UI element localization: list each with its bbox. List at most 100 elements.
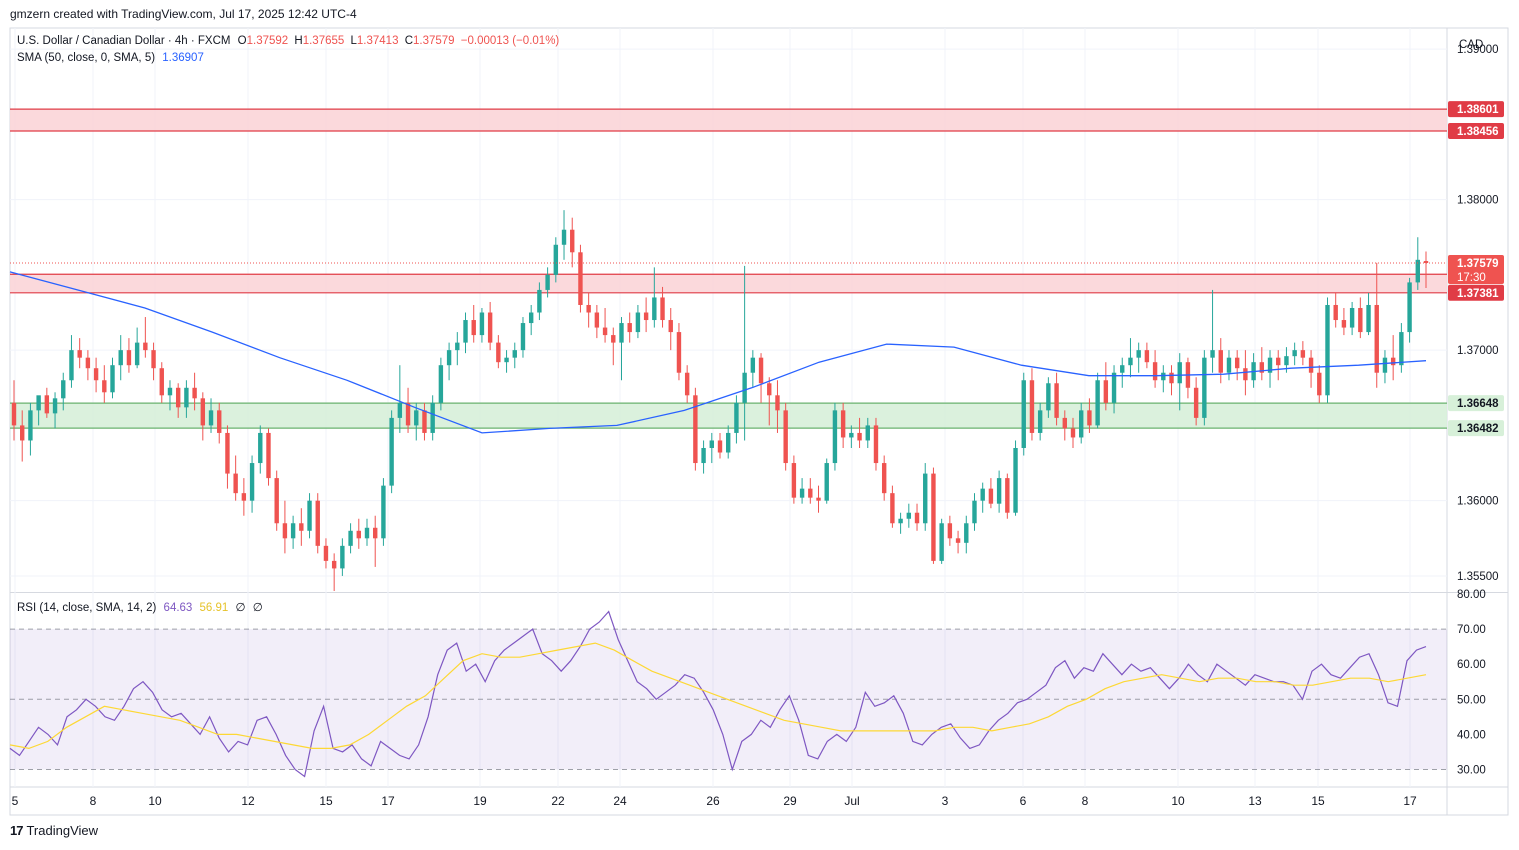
price-legend: U.S. Dollar / Canadian Dollar · 4h · FXC…	[17, 35, 559, 47]
candle-body	[832, 410, 838, 464]
candle-body	[1259, 362, 1265, 373]
candle-body	[1120, 365, 1125, 373]
candle-body	[1193, 387, 1199, 418]
candle-body	[1128, 357, 1133, 366]
tradingview-logo[interactable]: 17 TradingView	[10, 823, 98, 838]
candle-body	[414, 410, 419, 426]
candle-body	[36, 395, 41, 411]
high-value: 1.37655	[302, 35, 345, 47]
candle-body	[1005, 478, 1010, 513]
candle-body	[274, 478, 279, 524]
candle-body	[61, 380, 66, 399]
x-tick-label: 22	[551, 794, 565, 808]
candle-body	[175, 387, 181, 408]
candle-body	[873, 425, 879, 464]
sma-value: 1.36907	[162, 52, 204, 64]
candle-body	[537, 289, 542, 313]
candle-body	[1341, 320, 1347, 328]
candle-body	[750, 357, 756, 373]
candle-body	[1136, 350, 1141, 358]
x-tick-label: 8	[90, 794, 97, 808]
candle-body	[1021, 380, 1026, 448]
candle-body	[898, 518, 903, 524]
candle-body	[824, 463, 829, 501]
candle-body	[775, 395, 780, 411]
zone-price-tag	[1448, 395, 1504, 412]
resistance-zone	[10, 109, 1447, 131]
x-tick-label: 5	[12, 794, 19, 808]
y-tick-label: 1.36000	[1457, 496, 1499, 508]
candle-body	[85, 357, 91, 369]
y-tick-label: 1.38000	[1457, 195, 1499, 207]
candle-body	[865, 425, 870, 441]
candle-body	[299, 523, 304, 531]
candle-body	[422, 410, 427, 433]
candle-body	[1358, 307, 1363, 333]
tradingview-mark-icon: 17	[10, 823, 24, 838]
candle-body	[151, 350, 156, 369]
candle-body	[1087, 410, 1092, 426]
candle-body	[159, 368, 164, 396]
candle-body	[1079, 410, 1084, 438]
candle-body	[11, 402, 17, 426]
candle-body	[1374, 304, 1379, 373]
candle-body	[570, 229, 575, 253]
candle-body	[290, 523, 296, 539]
x-tick-label: 15	[1311, 794, 1325, 808]
candle-body	[1276, 357, 1281, 366]
zone-price-label: 1.36482	[1457, 423, 1499, 435]
open-label: O	[237, 35, 247, 47]
candle-body	[734, 402, 739, 433]
candle-body	[217, 410, 222, 433]
candle-body	[77, 350, 82, 358]
high-label: H	[294, 35, 303, 47]
rsi-y-tick-label: 70.00	[1457, 624, 1486, 636]
rsi-label[interactable]: RSI (14, close, SMA, 14, 2)	[17, 602, 157, 614]
x-tick-label: 8	[1082, 794, 1089, 808]
candle-body	[890, 493, 895, 524]
candle-body	[627, 323, 632, 333]
candle-body	[988, 488, 994, 504]
candle-body	[44, 395, 50, 414]
candle-body	[430, 402, 435, 433]
chart-caption: gmzern created with TradingView.com, Jul…	[10, 7, 357, 21]
close-label: C	[404, 35, 413, 47]
x-tick-label: 12	[241, 794, 255, 808]
y-tick-label: 1.39000	[1457, 44, 1499, 56]
rsi-y-tick-label: 80.00	[1457, 589, 1486, 601]
candle-body	[693, 395, 698, 464]
candle-body	[717, 440, 723, 453]
candle-body	[709, 440, 714, 448]
symbol-title[interactable]: U.S. Dollar / Canadian Dollar · 4h · FXC…	[17, 35, 231, 47]
candle-body	[373, 527, 378, 539]
candle-body	[1333, 304, 1338, 321]
sma-label[interactable]: SMA (50, close, 0, SMA, 5)	[17, 52, 156, 64]
candle-body	[783, 410, 788, 464]
candle-body	[1317, 372, 1322, 396]
rsi-y-tick-label: 40.00	[1457, 729, 1486, 741]
candle-body	[200, 398, 206, 426]
candle-body	[881, 463, 887, 494]
candle-body	[1103, 380, 1109, 403]
candle-body	[348, 530, 353, 546]
candle-body	[652, 297, 657, 321]
x-tick-label: 10	[1171, 794, 1185, 808]
candle-body	[1284, 356, 1289, 366]
candle-body	[381, 485, 386, 539]
candle-body	[1308, 357, 1314, 373]
candle-body	[1415, 259, 1420, 283]
low-value: 1.37413	[356, 35, 399, 47]
x-tick-label: 10	[148, 794, 162, 808]
candle-body	[701, 447, 706, 464]
rsi-line	[9, 610, 1427, 778]
candle-body	[684, 372, 690, 396]
candle-body	[660, 297, 665, 321]
x-tick-label: 17	[1403, 794, 1417, 808]
candle-body	[93, 368, 99, 381]
candle-body	[528, 312, 534, 324]
candle-body	[208, 410, 214, 426]
candle-body	[578, 252, 583, 305]
candle-body	[1062, 417, 1067, 429]
candle-body	[1234, 357, 1240, 369]
